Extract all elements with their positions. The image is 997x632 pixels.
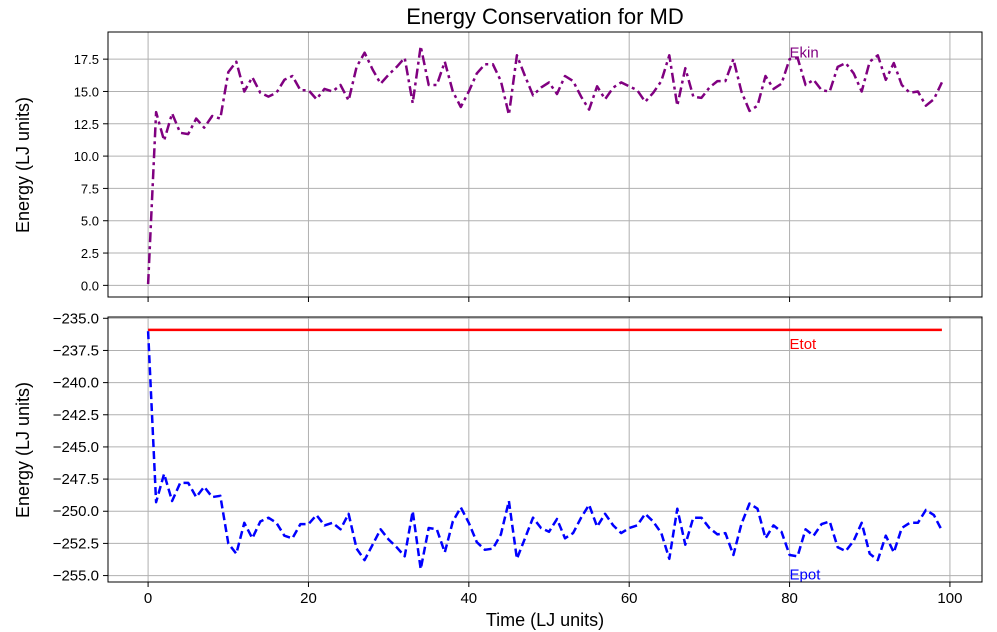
y-tick-label: −235.0 bbox=[53, 310, 99, 327]
y-axis-label: Energy (LJ units) bbox=[13, 97, 33, 233]
x-tick-label: 40 bbox=[460, 590, 477, 607]
series-line-epot bbox=[146, 331, 944, 571]
x-tick-label: 20 bbox=[300, 590, 317, 607]
x-tick-label: 60 bbox=[621, 590, 638, 607]
kinetic-energy-panel: 0.0 2.5 5.0 7.5 10.0 12.5 15.0 17.5 Ekin Energy (… bbox=[13, 31, 983, 302]
y-tick-label: 15.0 bbox=[74, 84, 99, 99]
y-tick-label: 2.5 bbox=[81, 246, 99, 261]
potential-total-energy-panel: 0 20 40 60 80 100 −235.0 −237.5 −240.0 −242.5 −245… bbox=[13, 310, 983, 607]
plot-frame bbox=[107, 316, 983, 583]
x-tick-label: 0 bbox=[144, 590, 152, 607]
series-label-etot: Etot bbox=[790, 336, 818, 353]
y-tick-label: −242.5 bbox=[53, 407, 99, 424]
y-tick-label: 17.5 bbox=[74, 52, 99, 67]
series-line-ekin bbox=[146, 44, 944, 285]
y-tick-label: −250.0 bbox=[53, 503, 99, 520]
y-tick-label: −240.0 bbox=[53, 375, 99, 392]
series-label-epot: Epot bbox=[790, 566, 822, 583]
chart-title: Energy Conservation for MD bbox=[406, 4, 684, 29]
y-tick-label: 5.0 bbox=[81, 214, 99, 229]
series-label-ekin: Ekin bbox=[790, 45, 819, 62]
y-tick-label: −245.0 bbox=[53, 439, 99, 456]
y-tick-label: 0.0 bbox=[81, 278, 99, 293]
y-tick-label: 7.5 bbox=[81, 181, 99, 196]
plot-frame bbox=[107, 31, 983, 298]
x-tick-label: 100 bbox=[937, 590, 962, 607]
y-tick-label: −252.5 bbox=[53, 535, 99, 552]
y-tick-label: 12.5 bbox=[74, 117, 99, 132]
y-tick-label: −255.0 bbox=[53, 568, 99, 585]
x-axis-label: Time (LJ units) bbox=[486, 610, 604, 630]
y-tick-label: 10.0 bbox=[74, 149, 99, 164]
y-axis-label: Energy (LJ units) bbox=[13, 382, 33, 518]
y-tick-label: −247.5 bbox=[53, 471, 99, 488]
x-tick-label: 80 bbox=[781, 590, 798, 607]
y-tick-label: −237.5 bbox=[53, 342, 99, 359]
